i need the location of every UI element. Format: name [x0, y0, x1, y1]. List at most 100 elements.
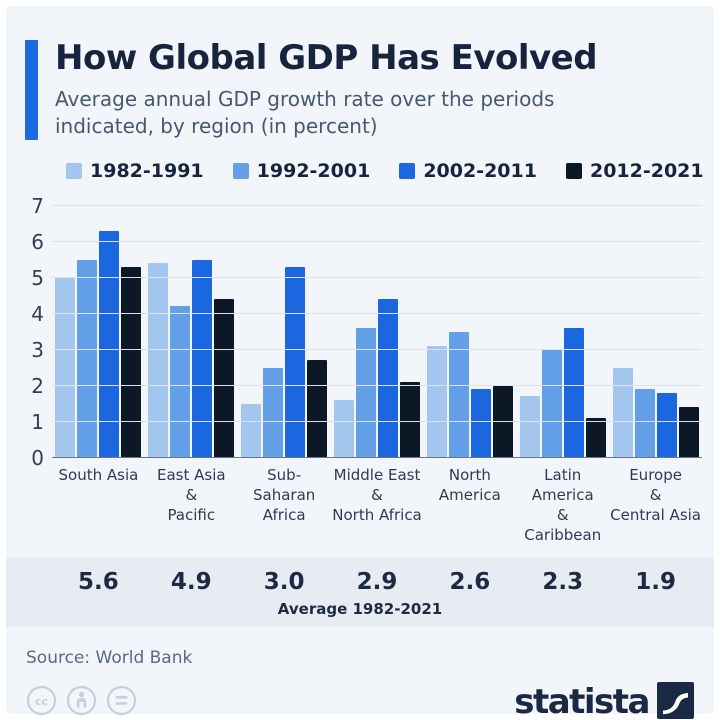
gridline-6	[52, 240, 702, 242]
legend-swatch	[565, 162, 582, 179]
bar	[400, 381, 420, 458]
gridline-7	[52, 204, 702, 206]
legend-label: 1992-2001	[256, 159, 371, 182]
bar-groups	[52, 206, 702, 458]
source-note: Source: World Bank	[26, 647, 193, 668]
bar	[55, 277, 76, 458]
category-label: Europe & Central Asia	[610, 465, 701, 525]
bar-group	[516, 327, 609, 458]
average-band: 5.6 4.9 3.0 2.9 2.6 2.3 1.9 Average 1982-2021	[6, 557, 714, 627]
gridline-3	[52, 348, 702, 350]
y-axis-tick-6: 6	[31, 229, 44, 254]
header: How Global GDP Has Evolved Average annua…	[25, 38, 694, 140]
bar-chart: 0 1 2 3 4 5 6 7	[31, 196, 702, 468]
average-value: 3.0	[263, 568, 305, 595]
bar	[378, 299, 398, 458]
average-value: 2.6	[449, 568, 491, 595]
bar	[192, 259, 213, 458]
statista-wordmark: statista	[514, 682, 650, 720]
bar	[634, 389, 655, 458]
attribution-icon	[66, 685, 97, 720]
y-axis-tick-4: 4	[31, 301, 44, 326]
cc-icon: cc	[26, 685, 57, 720]
equal-icon	[106, 685, 137, 720]
gridline-2	[52, 384, 702, 386]
page-title: How Global GDP Has Evolved	[55, 38, 598, 78]
cc-license-icons: cc	[26, 685, 137, 720]
legend-label: 2002-2011	[423, 159, 537, 182]
bar	[121, 266, 142, 458]
bar	[519, 396, 540, 458]
bar	[263, 367, 284, 458]
average-value: 4.9	[170, 568, 212, 595]
chart-card: How Global GDP Has Evolved Average annua…	[6, 6, 714, 720]
bar	[656, 392, 677, 458]
page-subtitle: Average annual GDP growth rate over the …	[55, 87, 555, 138]
average-value: 2.9	[356, 568, 398, 595]
category-label: Middle East & North Africa	[332, 465, 422, 525]
category-label: Sub-Saharan Africa	[253, 465, 316, 525]
bar	[356, 327, 376, 458]
bar	[612, 367, 633, 458]
y-axis-tick-7: 7	[31, 193, 44, 218]
chart-legend: 1982-1991 1992-2001 2002-2011 2012-2021	[66, 160, 714, 182]
category-label: East Asia & Pacific	[157, 465, 226, 525]
average-value: 5.6	[78, 568, 119, 595]
average-value: 2.3	[542, 568, 584, 595]
header-text: How Global GDP Has Evolved Average annua…	[55, 38, 630, 140]
y-axis-tick-5: 5	[31, 265, 44, 290]
bar	[148, 263, 169, 458]
legend-label: 1982-1991	[90, 159, 204, 182]
bar	[214, 299, 235, 458]
y-axis-tick-3: 3	[31, 337, 44, 362]
category-label: North America	[438, 465, 501, 504]
svg-text:cc: cc	[35, 695, 48, 708]
legend-item-1992-2001: 1992-2001	[232, 159, 371, 182]
bar	[426, 345, 447, 458]
bar	[77, 259, 98, 458]
legend-swatch	[399, 162, 416, 179]
average-caption: Average 1982-2021	[277, 599, 443, 618]
bar-group	[52, 230, 145, 458]
y-axis-tick-2: 2	[31, 373, 44, 398]
bar	[99, 230, 120, 458]
bar	[563, 327, 584, 458]
category-label: Latin America & Caribbean	[524, 465, 602, 545]
bar-group	[609, 367, 702, 458]
bar	[585, 417, 606, 458]
statista-logo: statista	[514, 681, 694, 720]
bar-group	[331, 299, 424, 458]
bar	[170, 306, 191, 458]
bar	[241, 403, 262, 458]
y-axis-tick-1: 1	[31, 409, 44, 434]
bar-group	[423, 331, 516, 458]
gridline-5	[52, 276, 702, 278]
title-accent-bar	[25, 40, 38, 140]
category-label: South Asia	[58, 465, 139, 484]
average-value: 1.9	[635, 568, 676, 595]
bar	[285, 266, 306, 458]
legend-item-2012-2021: 2012-2021	[565, 159, 704, 182]
footer: cc statista	[26, 681, 694, 720]
legend-item-2002-2011: 2002-2011	[399, 160, 537, 182]
legend-swatch	[232, 162, 249, 179]
bar	[448, 331, 469, 458]
gridline-4	[52, 312, 702, 314]
bar	[470, 389, 491, 458]
gridline-1	[52, 420, 702, 422]
bar	[492, 385, 513, 458]
bar	[334, 399, 354, 458]
legend-item-1982-1991: 1982-1991	[66, 160, 204, 182]
category-labels: South Asia East Asia & Pacific Sub-Saharan…	[52, 465, 702, 546]
bar-group	[238, 266, 331, 458]
bar	[307, 360, 328, 458]
legend-label: 2012-2021	[589, 159, 704, 182]
bar-group	[145, 259, 238, 458]
legend-swatch	[66, 162, 82, 179]
average-values-row: 5.6 4.9 3.0 2.9 2.6 2.3 1.9	[52, 569, 702, 595]
bar	[541, 349, 562, 458]
y-axis-tick-0: 0	[31, 445, 44, 470]
bar	[678, 407, 699, 458]
statista-mark-icon	[657, 681, 694, 720]
